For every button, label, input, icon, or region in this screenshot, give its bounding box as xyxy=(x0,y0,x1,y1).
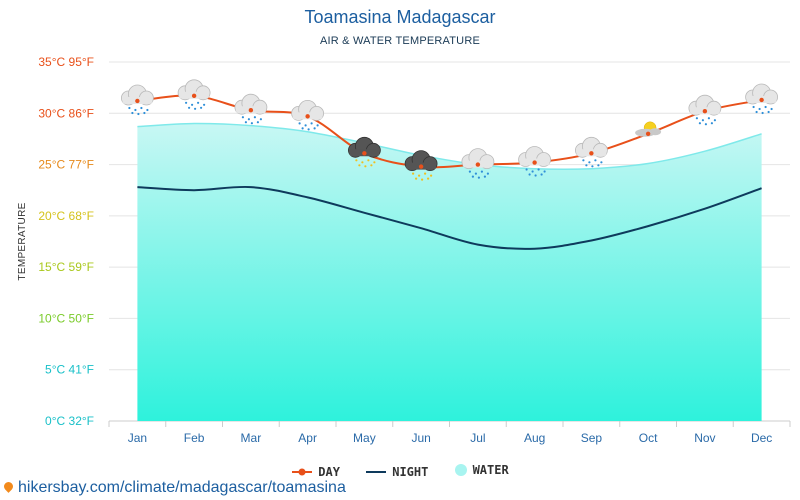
x-tick-label: Apr xyxy=(298,431,317,445)
x-tick-label: May xyxy=(353,431,376,445)
water-line xyxy=(137,122,762,171)
y-tick-label: 0°C 32°F xyxy=(45,414,94,428)
night-line xyxy=(137,185,762,250)
x-tick-label: Sep xyxy=(581,431,603,445)
sun-cloud-icon xyxy=(635,121,662,137)
chart-title: Toamasina Madagascar xyxy=(304,7,496,27)
day-point[interactable] xyxy=(191,93,197,99)
x-tick-label: Nov xyxy=(694,431,715,445)
y-tick-label: 5°C 41°F xyxy=(45,363,94,377)
legend-night-swatch xyxy=(366,471,387,473)
storm-cloud-icon xyxy=(404,150,438,181)
day-point[interactable] xyxy=(305,114,310,119)
x-tick-label: Jan xyxy=(128,431,147,445)
x-tick-label: Jun xyxy=(411,431,430,445)
day-point[interactable] xyxy=(135,98,140,104)
day-point[interactable] xyxy=(532,160,537,165)
cloud-rain-icon xyxy=(518,146,551,177)
location-pin-icon xyxy=(2,480,15,493)
legend-water-label: WATER xyxy=(472,463,509,477)
cloud-rain-icon xyxy=(120,84,154,116)
source-link[interactable]: hikersbay.com/climate/madagascar/toamasi… xyxy=(2,479,346,497)
day-point[interactable] xyxy=(362,151,367,156)
day-point[interactable] xyxy=(589,151,594,156)
y-tick-label: 20°C 68°F xyxy=(38,209,94,223)
x-tick-label: Jul xyxy=(470,431,485,445)
source-link-text: hikersbay.com/climate/madagascar/toamasi… xyxy=(18,479,346,496)
x-tick-label: Aug xyxy=(524,431,545,445)
legend-day-swatch xyxy=(292,468,313,476)
legend: DAY NIGHT WATER xyxy=(0,463,800,480)
y-tick-label: 10°C 50°F xyxy=(38,311,94,325)
cloud-rain-icon xyxy=(461,148,495,179)
cloud-rain-icon xyxy=(688,94,722,126)
legend-water-swatch xyxy=(454,464,467,476)
legend-night-label: NIGHT xyxy=(392,465,429,479)
day-point[interactable] xyxy=(475,162,481,167)
y-tick-label: 35°C 95°F xyxy=(38,55,94,69)
cloud-rain-icon xyxy=(575,136,608,168)
legend-day[interactable]: DAY xyxy=(291,465,340,479)
x-tick-label: Mar xyxy=(241,431,262,445)
y-tick-label: 15°C 59°F xyxy=(38,260,94,274)
x-tick-label: Feb xyxy=(184,431,205,445)
temperature-chart: 0°C 32°F 5°C 41°F 10°C 50°F 15°C 59°F 20°C 6… xyxy=(17,55,791,445)
x-tick-label: Oct xyxy=(639,431,658,445)
legend-day-label: DAY xyxy=(318,465,340,479)
y-axis-label: TEMPERATURE xyxy=(17,202,28,280)
legend-night[interactable]: NIGHT xyxy=(365,465,428,479)
day-point[interactable] xyxy=(645,131,651,136)
x-tick-label: Dec xyxy=(751,431,772,445)
chart-subtitle: AIR & WATER TEMPERATURE xyxy=(319,35,481,47)
day-point[interactable] xyxy=(248,108,254,113)
y-tick-label: 25°C 77°F xyxy=(38,158,94,172)
legend-water[interactable]: WATER xyxy=(454,463,509,477)
day-point[interactable] xyxy=(759,97,764,103)
day-point[interactable] xyxy=(702,109,708,114)
water-area xyxy=(137,123,762,422)
day-point[interactable] xyxy=(418,164,424,169)
y-tick-label: 30°C 86°F xyxy=(38,106,94,120)
